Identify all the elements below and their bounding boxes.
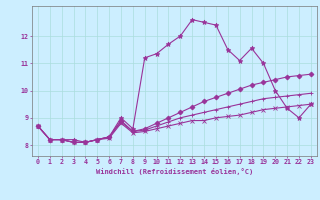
X-axis label: Windchill (Refroidissement éolien,°C): Windchill (Refroidissement éolien,°C) [96, 168, 253, 175]
